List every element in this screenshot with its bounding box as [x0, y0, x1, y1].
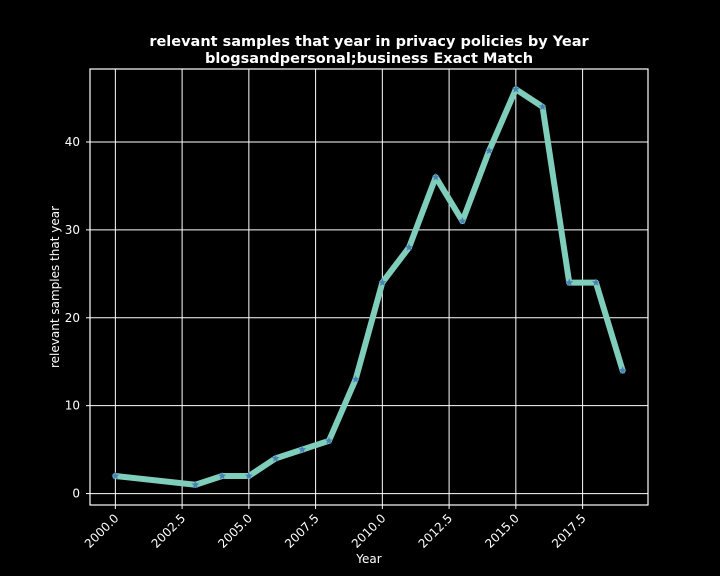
- y-axis-ticks: 0 10 20 30 40: [65, 135, 90, 501]
- data-point-marker: [405, 243, 414, 251]
- x-axis-label: Year: [355, 552, 381, 566]
- data-point-marker: [538, 102, 547, 111]
- y-tick-label: 30: [65, 223, 80, 237]
- data-point-marker: [244, 471, 253, 480]
- data-point-marker: [351, 375, 360, 383]
- data-point-marker: [271, 454, 280, 462]
- data-point-marker: [565, 278, 574, 286]
- data-point-marker: [111, 471, 120, 480]
- data-point-marker: [298, 445, 307, 454]
- data-point-marker: [191, 480, 200, 489]
- data-point-marker: [618, 366, 627, 374]
- y-tick-label: 40: [65, 135, 80, 149]
- data-point-marker: [591, 278, 600, 286]
- data-point-marker: [218, 471, 227, 480]
- y-tick-label: 10: [65, 399, 80, 413]
- plot-frame: [89, 68, 649, 506]
- data-point-marker: [511, 85, 520, 93]
- data-point-marker: [458, 216, 467, 225]
- data-point-marker: [378, 278, 387, 286]
- chart-subtitle: blogsandpersonal;business Exact Match: [205, 51, 533, 67]
- data-point-marker: [324, 436, 333, 445]
- series-group: [111, 85, 627, 489]
- data-point-marker: [431, 172, 440, 181]
- y-tick-label: 0: [72, 487, 80, 501]
- y-tick-label: 20: [65, 311, 80, 325]
- chart-title: relevant samples that year in privacy po…: [149, 34, 589, 50]
- series-line: [112, 86, 626, 488]
- y-axis-label: relevant samples that year: [48, 206, 62, 368]
- data-point-marker: [485, 146, 494, 155]
